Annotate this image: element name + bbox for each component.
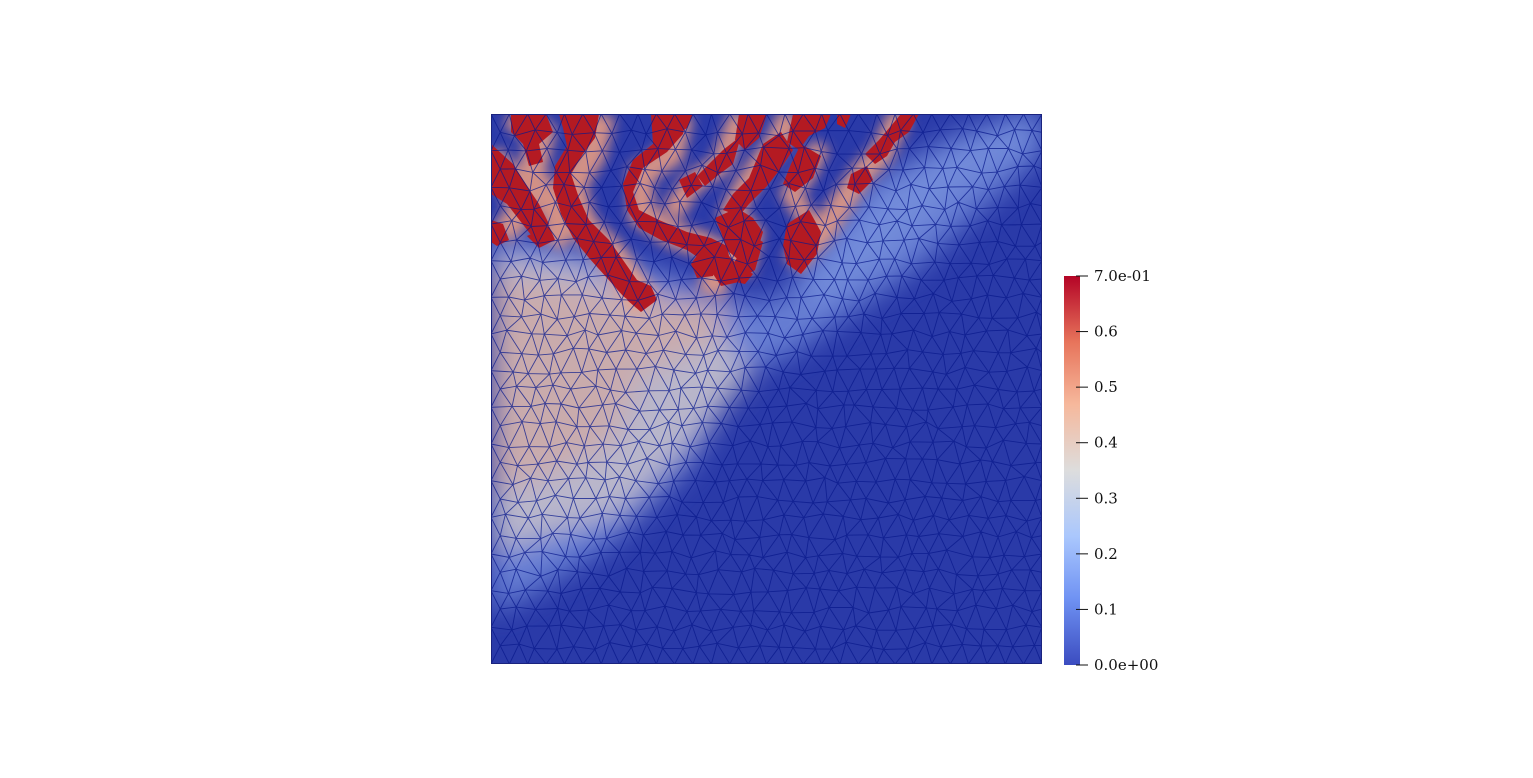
mesh-field-plot — [491, 114, 1042, 664]
colorbar-ticks: 7.0e-01 0.6 0.5 0.4 0.3 0.2 0.1 0.0e+00 — [1076, 268, 1158, 674]
mesh-edges-path — [491, 114, 1042, 664]
colorbar-tick-label: 0.6 — [1094, 323, 1118, 341]
colorbar-tick-label: 0.3 — [1094, 489, 1118, 507]
colorbar-tick-label: 0.5 — [1094, 378, 1118, 396]
colorbar-tick-label: 0.2 — [1094, 545, 1118, 563]
colorbar-tick-label: 7.0e-01 — [1094, 268, 1151, 285]
colorbar-tick-label: 0.4 — [1094, 434, 1118, 452]
colorbar-tick-label: 0.0e+00 — [1094, 656, 1158, 674]
mesh-wireframe — [491, 114, 1042, 664]
colorbar-tick-label: 0.1 — [1094, 600, 1118, 618]
colorbar-gradient — [1064, 276, 1080, 665]
colorbar: 7.0e-01 0.6 0.5 0.4 0.3 0.2 0.1 0.0e+00 — [1064, 268, 1158, 674]
